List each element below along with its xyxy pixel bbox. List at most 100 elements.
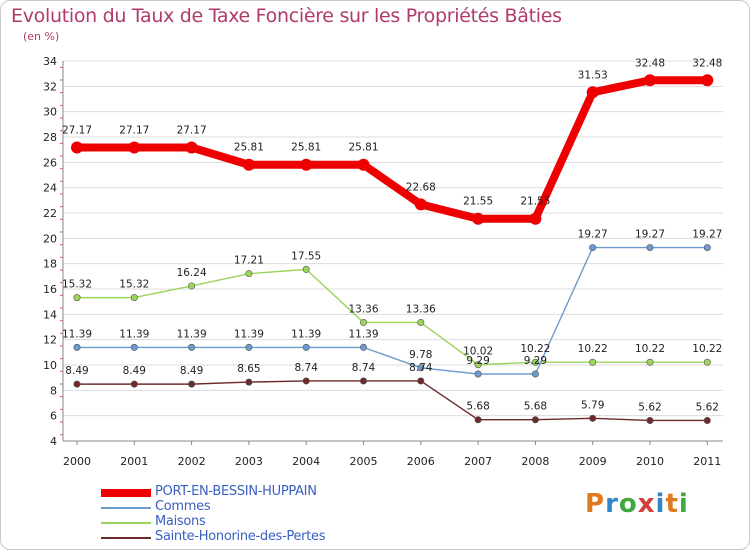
data-label: 22.68 (406, 181, 436, 193)
data-label: 17.55 (291, 250, 321, 262)
data-label: 11.39 (348, 328, 378, 340)
data-point (302, 377, 310, 385)
legend-label: Sainte-Honorine-des-Pertes (155, 529, 326, 544)
data-point (245, 378, 253, 386)
data-point (71, 141, 83, 154)
chart-title: Evolution du Taux de Taxe Foncière sur l… (11, 5, 562, 27)
data-point (130, 380, 138, 388)
data-label: 32.48 (635, 57, 665, 69)
data-point (188, 380, 196, 388)
data-label: 10.22 (692, 343, 722, 355)
data-label: 19.27 (692, 229, 722, 241)
data-label: 21.55 (463, 196, 493, 208)
data-label: 11.39 (62, 328, 92, 340)
data-labels: 27.17 27.17 27.17 25.81 25.81 25.81 22.68 21.55… (62, 57, 722, 413)
data-label: 11.39 (234, 328, 264, 340)
logo-letter: t (665, 489, 679, 519)
data-label: 8.74 (409, 362, 433, 374)
logo-letter: r (605, 489, 619, 519)
y-tick-label: 10 (43, 359, 57, 372)
data-label: 11.39 (119, 328, 149, 340)
data-point (703, 244, 711, 252)
data-label: 9.29 (466, 355, 489, 367)
data-label: 9.29 (524, 355, 547, 367)
x-tick-label: 2001 (120, 455, 148, 468)
x-tick-label: 2007 (464, 455, 492, 468)
legend: PORT-EN-BESSIN-HUPPAIN Commes Maisons Sa… (97, 484, 397, 545)
logo-letter: o (618, 489, 638, 519)
data-point (701, 74, 714, 87)
data-point (531, 370, 539, 378)
data-label: 10.02 (463, 346, 493, 358)
x-tick-label: 2006 (407, 455, 435, 468)
x-tick-label: 2008 (521, 455, 549, 468)
data-label: 25.81 (348, 142, 378, 154)
data-label: 11.39 (291, 328, 321, 340)
legend-item-maisons: Maisons (97, 514, 397, 530)
data-point (242, 158, 255, 171)
data-point (589, 414, 597, 422)
data-point (188, 343, 196, 351)
data-label: 8.65 (237, 363, 260, 375)
legend-swatch (101, 537, 151, 539)
data-label: 32.48 (692, 57, 722, 69)
legend-swatch (101, 489, 151, 497)
data-point (531, 416, 539, 424)
data-point (73, 380, 81, 388)
data-label: 21.55 (520, 196, 550, 208)
legend-label: Maisons (155, 514, 206, 529)
legend-swatch (101, 507, 151, 509)
logo-letter: i (678, 489, 689, 519)
y-tick-label: 22 (43, 207, 57, 220)
data-label: 8.49 (180, 365, 203, 377)
legend-item-sainte-honorine-des-pertes: Sainte-Honorine-des-Pertes (97, 529, 397, 545)
data-label: 10.22 (635, 343, 665, 355)
chart-subtitle: (en %) (23, 30, 60, 43)
x-tick-label: 2011 (693, 455, 721, 468)
legend-item-commes: Commes (97, 499, 397, 515)
data-point (185, 141, 198, 154)
data-point (529, 212, 542, 225)
x-tick-label: 2010 (636, 455, 664, 468)
data-point (531, 358, 539, 366)
y-tick-label: 16 (43, 283, 57, 296)
series-line-1 (76, 246, 708, 375)
data-point (130, 343, 138, 351)
x-tick-label: 2000 (63, 455, 91, 468)
series-layer (71, 74, 714, 424)
data-label: 15.32 (119, 279, 149, 291)
logo-letter: x (637, 489, 656, 519)
logo-letter: P (585, 489, 606, 519)
y-tick-label: 34 (43, 55, 57, 68)
data-point (646, 244, 654, 252)
data-point (703, 358, 711, 366)
data-point (474, 416, 482, 424)
logo-letter: i (655, 489, 666, 519)
data-label: 17.21 (234, 255, 264, 267)
x-tick-label: 2005 (350, 455, 378, 468)
data-label: 13.36 (348, 303, 378, 315)
data-point (417, 318, 425, 326)
data-point (586, 86, 599, 99)
data-label: 10.22 (578, 343, 608, 355)
x-tick-label: 2009 (579, 455, 607, 468)
data-point (589, 244, 597, 252)
y-tick-label: 6 (50, 410, 57, 423)
y-tick-label: 26 (43, 156, 57, 169)
legend-label: PORT-EN-BESSIN-HUPPAIN (155, 484, 317, 499)
legend-label: Commes (155, 499, 211, 514)
data-point (188, 282, 196, 290)
x-tick-label: 2002 (178, 455, 206, 468)
x-tick-label: 2004 (292, 455, 320, 468)
y-tick-label: 14 (43, 308, 57, 321)
y-tick-label: 4 (50, 435, 57, 448)
data-point (646, 416, 654, 424)
data-label: 27.17 (62, 125, 92, 137)
data-point (589, 358, 597, 366)
data-label: 5.68 (466, 401, 489, 413)
legend-swatch (101, 522, 151, 524)
data-label: 25.81 (291, 142, 321, 154)
data-point (644, 74, 656, 87)
data-label: 5.68 (524, 401, 547, 413)
